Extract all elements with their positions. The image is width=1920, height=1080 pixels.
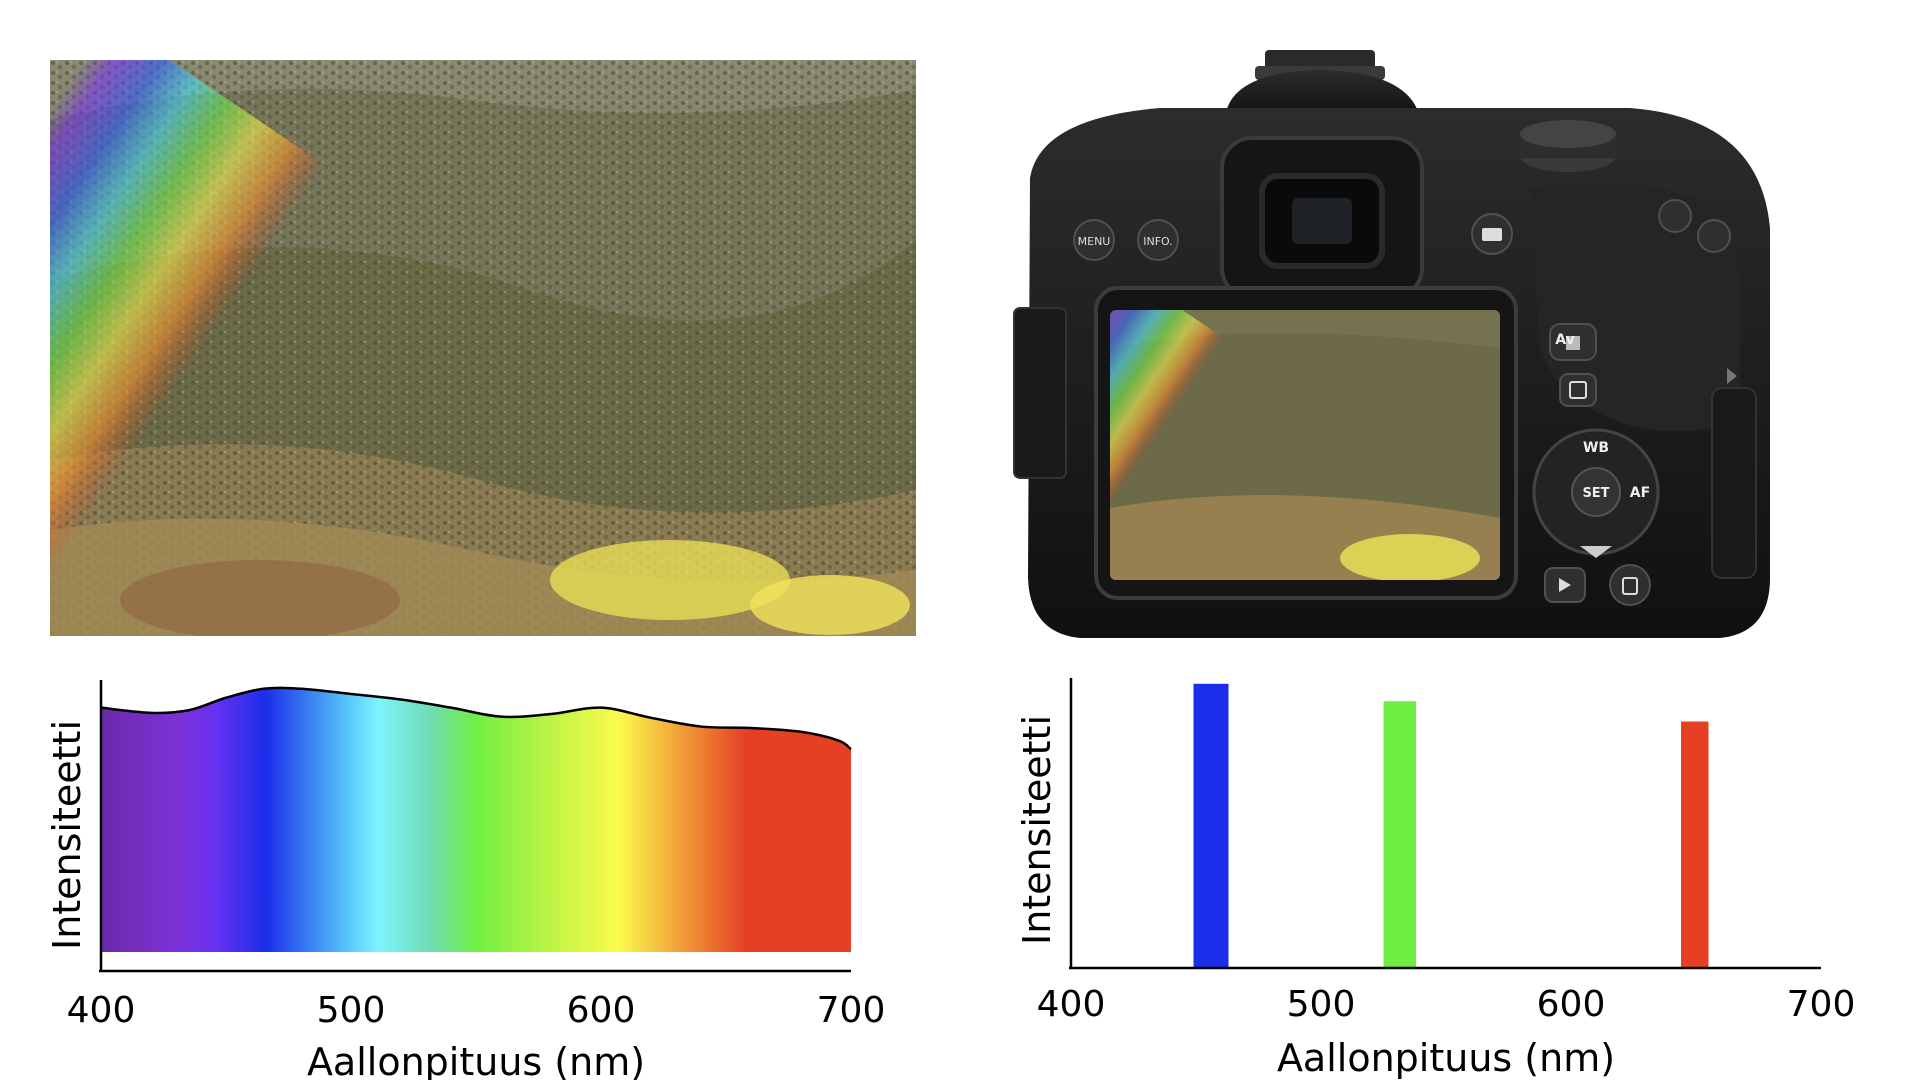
x-tick-label: 700 (817, 990, 886, 1031)
spectrum-fill (101, 687, 851, 952)
info-label: INFO. (1143, 235, 1173, 248)
x-tick-label: 600 (1537, 984, 1606, 1025)
y-axis-title: Intensiteetti (1015, 715, 1059, 945)
x-axis-title: Aallonpituus (nm) (307, 1040, 645, 1080)
y-axis-title: Intensiteetti (45, 720, 89, 950)
x-tick-label: 400 (67, 990, 136, 1031)
menu-label: MENU (1078, 235, 1111, 248)
wb-label: WB (1583, 440, 1609, 456)
x-axis-title: Aallonpituus (nm) (1277, 1036, 1615, 1080)
spectral-line-bar-0 (1193, 683, 1229, 968)
x-tick-label: 500 (1287, 984, 1356, 1025)
x-tick-label: 700 (1787, 984, 1856, 1025)
x-tick-label: 600 (567, 990, 636, 1031)
rainbow-photo (50, 60, 916, 636)
camera-screen (1110, 310, 1500, 580)
spectral-line-bar-2 (1681, 721, 1709, 968)
dslr-camera: MENU INFO. Av WB SET AF (1013, 50, 1770, 638)
rgb-line-spectrum-chart: 400 500 600 700 Aallonpituus (nm) Intensite… (1015, 678, 1856, 1080)
set-label: SET (1582, 486, 1609, 501)
spectral-line-bar-1 (1383, 701, 1416, 968)
x-tick-label: 400 (1037, 984, 1106, 1025)
af-label: AF (1630, 485, 1650, 501)
av-label: Av (1555, 332, 1574, 348)
x-tick-label: 500 (317, 990, 386, 1031)
spectrum-outline (100, 686, 852, 751)
continuous-spectrum-chart: 400 500 600 700 Aallonpituus (nm) Intensite… (45, 680, 886, 1080)
